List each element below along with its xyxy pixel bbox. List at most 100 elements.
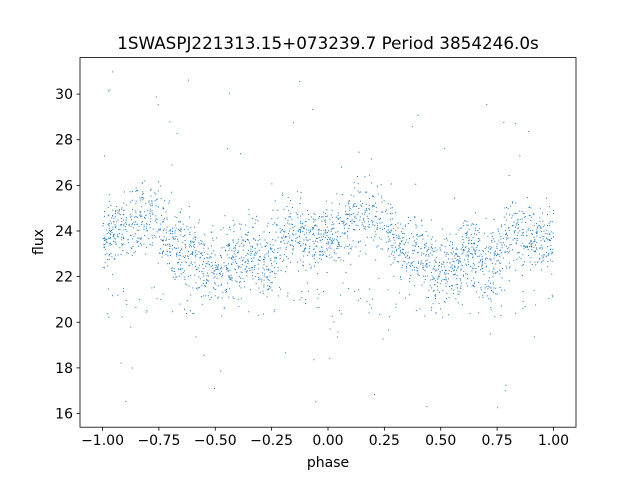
data-point [495, 246, 497, 248]
data-point [374, 215, 376, 217]
data-point [277, 267, 279, 269]
data-point [421, 234, 423, 235]
data-point [471, 267, 473, 269]
data-point [118, 210, 120, 212]
data-point [444, 148, 446, 150]
data-point [358, 192, 360, 194]
data-point [457, 293, 459, 295]
data-point [465, 232, 467, 234]
data-point [530, 207, 532, 209]
data-point [459, 227, 461, 229]
data-point [392, 218, 394, 220]
data-point [162, 221, 164, 223]
data-point [171, 227, 173, 229]
data-point [219, 274, 221, 276]
data-point [495, 263, 497, 265]
data-point [235, 255, 237, 257]
data-point [345, 223, 347, 225]
data-point [188, 246, 190, 248]
data-point [228, 288, 230, 290]
data-point [192, 238, 194, 240]
data-point [309, 263, 311, 265]
data-point [522, 263, 524, 265]
data-point [385, 241, 387, 243]
data-point [543, 254, 545, 256]
data-point [362, 218, 364, 220]
data-point [416, 225, 418, 227]
data-point [130, 326, 132, 328]
data-point [491, 235, 493, 237]
data-point [376, 246, 378, 248]
data-point [522, 254, 524, 256]
data-point [492, 262, 494, 264]
data-point [381, 195, 383, 197]
data-point [434, 259, 436, 261]
data-point [217, 268, 219, 270]
data-point [274, 257, 276, 259]
data-point [338, 241, 340, 243]
data-point [208, 280, 210, 282]
data-point [312, 254, 314, 256]
data-point [325, 200, 327, 202]
data-point [299, 81, 301, 83]
data-point [444, 301, 446, 303]
data-point [516, 219, 518, 221]
data-point [228, 245, 230, 247]
data-point [443, 300, 445, 302]
data-point [318, 232, 320, 234]
data-point [297, 270, 299, 272]
data-point [123, 209, 125, 211]
data-point [481, 264, 483, 266]
data-point [434, 280, 436, 282]
data-point [465, 234, 467, 236]
data-point [316, 307, 318, 309]
data-point [106, 233, 108, 235]
data-point [221, 247, 223, 249]
data-point [178, 275, 180, 277]
data-point [172, 311, 174, 313]
data-point [467, 231, 469, 233]
data-point [228, 257, 230, 259]
data-point [382, 228, 384, 230]
data-point [315, 245, 317, 247]
data-point [188, 258, 190, 260]
data-point [115, 242, 117, 244]
data-point [231, 277, 233, 279]
data-point [365, 203, 367, 205]
data-point [548, 239, 550, 241]
data-point [119, 247, 121, 249]
data-point [285, 246, 287, 248]
data-point [535, 223, 537, 225]
data-point [393, 236, 395, 238]
data-point [416, 242, 418, 244]
data-point [337, 231, 339, 233]
data-point [428, 296, 430, 298]
data-point [123, 229, 125, 231]
data-point [446, 237, 447, 239]
data-point [283, 230, 285, 232]
data-point [516, 235, 518, 237]
data-point [141, 244, 142, 246]
data-point [447, 254, 449, 256]
data-point [240, 256, 242, 258]
data-point [417, 251, 419, 253]
data-point [107, 265, 109, 267]
data-point [377, 224, 379, 226]
data-point [417, 267, 419, 269]
data-point [271, 265, 273, 267]
data-point [458, 229, 460, 231]
data-point [539, 237, 541, 239]
data-point [120, 224, 122, 226]
data-point [217, 264, 219, 266]
data-point [142, 197, 144, 199]
data-point [551, 251, 553, 253]
data-point [481, 255, 483, 257]
data-point [287, 295, 289, 297]
data-point [536, 232, 538, 234]
data-point [232, 256, 234, 258]
data-point [143, 243, 145, 245]
data-point [314, 225, 316, 227]
data-point [467, 247, 469, 249]
data-point [149, 227, 151, 229]
